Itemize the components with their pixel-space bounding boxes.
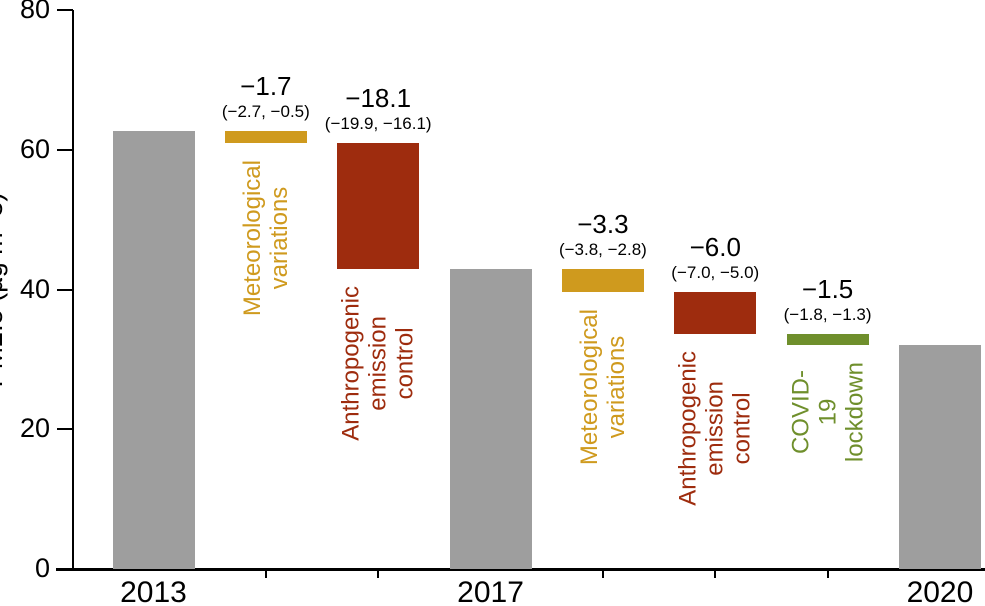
annotation-confidence-interval: (−3.8, −2.8)	[558, 240, 647, 260]
annotation-meteorological-variations-2013-2017: −1.7 (−2.7, −0.5)	[116, 70, 416, 122]
annotation-confidence-interval: (−2.7, −0.5)	[221, 101, 310, 121]
annotation-value: −18.1	[345, 82, 412, 113]
annotation-meteorological-variations-2017-2020: −3.3 (−3.8, −2.8)	[453, 210, 753, 260]
x-axis-label-2017: 2017	[457, 576, 524, 606]
x-axis-label-2013: 2013	[120, 576, 187, 606]
category-label-anthropogenic-emission-control-2017-2020: Anthropogenic emission control	[674, 351, 756, 506]
annotation-anthropogenic-emission-control-2013-2017: −18.1 (−19.9, −16.1)	[228, 82, 528, 134]
annotation-value: −6.0	[689, 232, 741, 263]
y-tick-label-40: 40	[19, 273, 50, 304]
y-tick-60	[57, 148, 73, 151]
bar-meteorological-variations-2017-2020	[561, 269, 644, 293]
x-tick-covid-19-lockdown	[826, 570, 829, 578]
annotation-value: −1.7	[240, 70, 292, 101]
bar-covid-19-lockdown	[786, 334, 869, 345]
annotation-confidence-interval: (−1.8, −1.3)	[783, 305, 872, 325]
category-label-meteorological-variations-2017-2020: Meteorological variations	[575, 309, 630, 466]
y-tick-0	[57, 568, 73, 570]
y-tick-label-80: 80	[19, 0, 50, 24]
y-axis-label: PM2.5 (µg m−3)	[0, 192, 8, 388]
bar-anthropogenic-emission-control-2013-2017	[337, 142, 420, 270]
annotation-anthropogenic-emission-control-2017-2020: −6.0 (−7.0, −5.0)	[565, 233, 865, 283]
annotation-value: −3.3	[577, 209, 629, 240]
x-axis-spine	[56, 568, 985, 571]
annotation-value: −1.5	[801, 274, 854, 305]
category-label-anthropogenic-emission-control-2013-2017: Anthropogenic emission control	[337, 286, 419, 442]
bar-anthropogenic-emission-control-2017-2020	[674, 292, 757, 335]
y-tick-label-20: 20	[19, 413, 50, 444]
y-tick-40	[57, 288, 73, 291]
bar-2013-total	[112, 130, 195, 569]
x-tick-anthropogenic-emission-control-2017-2020	[714, 570, 717, 578]
y-tick-label-0: 0	[34, 553, 50, 583]
annotation-confidence-interval: (−19.9, −16.1)	[324, 113, 432, 133]
x-tick-meteorological-variations-2013-2017	[264, 570, 267, 578]
category-label-covid-19-lockdown: COVID-19 lockdown	[787, 361, 869, 462]
x-tick-anthropogenic-emission-control-2013-2017	[377, 570, 380, 578]
category-label-meteorological-variations-2013-2017: Meteorological variations	[238, 159, 293, 316]
annotation-confidence-interval: (−7.0, −5.0)	[671, 263, 760, 283]
bar-meteorological-variations-2013-2017	[224, 130, 307, 143]
y-tick-80	[57, 9, 73, 11]
bar-2017-total	[449, 269, 532, 569]
x-axis-label-2020: 2020	[906, 576, 974, 606]
y-tick-20	[57, 428, 73, 431]
x-tick-meteorological-variations-2017-2020	[601, 570, 604, 578]
y-axis-spine	[72, 10, 74, 569]
y-tick-label-60: 60	[19, 133, 50, 164]
annotation-covid-19-lockdown: −1.5 (−1.8, −1.3)	[678, 275, 978, 325]
bar-2020-total	[898, 344, 981, 569]
